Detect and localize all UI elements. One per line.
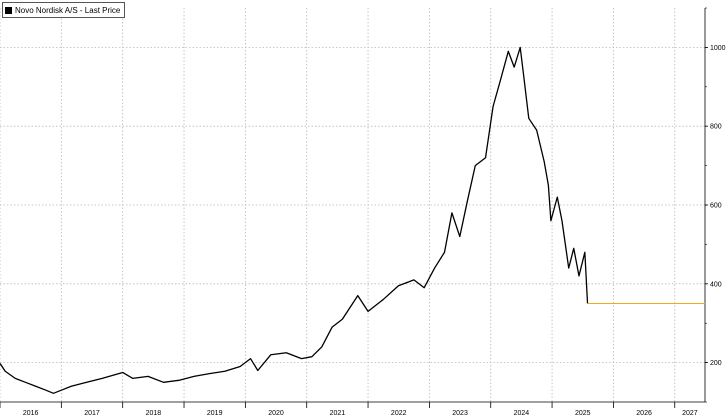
legend: Novo Nordisk A/S - Last Price bbox=[2, 2, 126, 18]
y-tick-label: 800 bbox=[710, 124, 722, 131]
legend-label: Novo Nordisk A/S - Last Price bbox=[15, 5, 121, 15]
x-tick-label: 2024 bbox=[514, 410, 530, 417]
x-tick-label: 2022 bbox=[391, 410, 407, 417]
x-tick-label: 2020 bbox=[268, 410, 284, 417]
y-tick-label: 1000 bbox=[710, 45, 726, 52]
x-tick-label: 2017 bbox=[84, 410, 100, 417]
y-tick-label: 400 bbox=[710, 281, 722, 288]
x-tick-label: 2021 bbox=[330, 410, 346, 417]
y-tick-label: 600 bbox=[710, 203, 722, 210]
x-tick-label: 2016 bbox=[23, 410, 39, 417]
x-tick-label: 2027 bbox=[682, 410, 698, 417]
x-tick-label: 2019 bbox=[207, 410, 223, 417]
x-tick-label: 2025 bbox=[575, 410, 591, 417]
y-tick-label: 200 bbox=[710, 360, 722, 367]
x-tick-label: 2023 bbox=[452, 410, 468, 417]
x-tick-label: 2026 bbox=[636, 410, 652, 417]
legend-swatch bbox=[5, 6, 12, 14]
x-tick-label: 2018 bbox=[146, 410, 162, 417]
price-line bbox=[0, 46, 589, 394]
